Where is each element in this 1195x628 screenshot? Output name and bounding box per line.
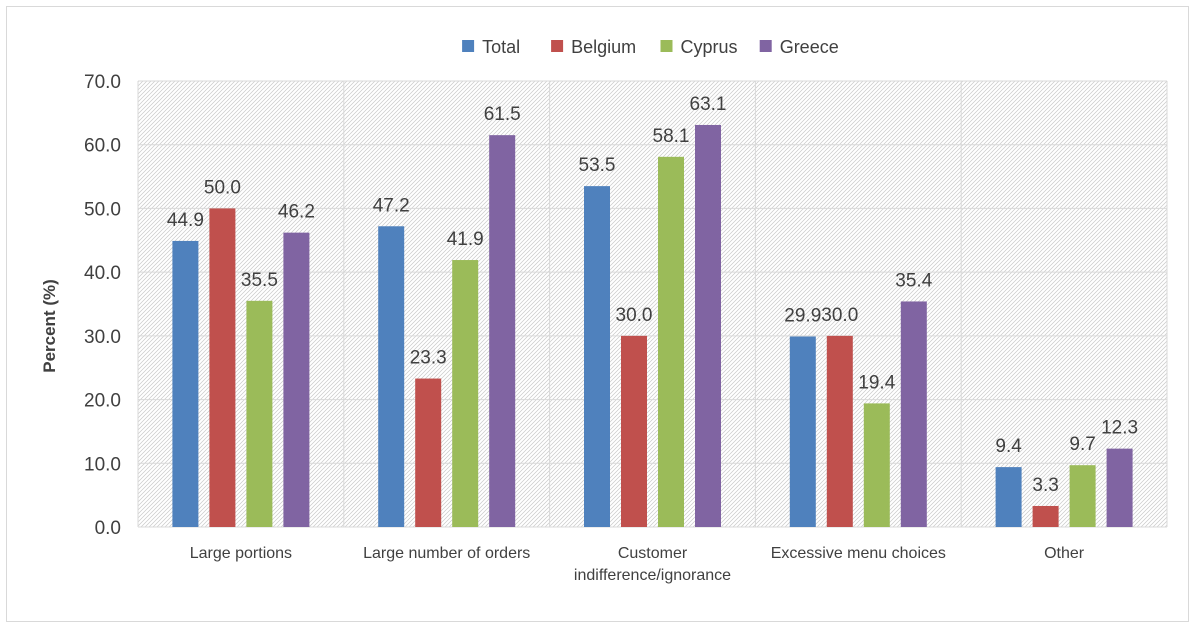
legend-swatch-greece	[759, 40, 772, 52]
bar-total	[995, 467, 1022, 527]
legend: Total Belgium Cyprus Greece	[462, 37, 839, 57]
y-tick-label: 60.0	[84, 136, 121, 157]
data-label: 46.2	[278, 202, 315, 223]
bar-belgium	[826, 335, 853, 527]
legend-label-cyprus: Cyprus	[681, 37, 738, 57]
bar-greece	[283, 232, 310, 527]
y-tick-label: 0.0	[95, 518, 121, 539]
data-label: 44.9	[167, 210, 204, 231]
data-label: 12.3	[1101, 418, 1138, 439]
data-label: 9.4	[995, 436, 1022, 457]
data-label: 53.5	[579, 155, 616, 176]
gridlines	[137, 80, 1168, 528]
data-label: 19.4	[858, 372, 895, 393]
legend-swatch-total	[462, 40, 475, 52]
data-label: 35.4	[895, 270, 932, 291]
bar-belgium	[621, 335, 647, 527]
bar-belgium	[1032, 505, 1059, 527]
legend-label-belgium: Belgium	[571, 37, 636, 57]
data-label: 47.2	[373, 195, 410, 216]
bar-total	[584, 186, 610, 527]
bar-total	[378, 226, 405, 528]
data-labels: 44.9 47.2 53.5 29.9 9.4 50.0 23.3 30.0 30.0 3.3 35…	[167, 94, 1138, 496]
data-label: 61.5	[484, 104, 521, 125]
bar-cyprus	[658, 156, 684, 527]
bar-cyprus	[246, 300, 273, 527]
y-tick-label: 20.0	[84, 391, 121, 412]
data-label: 50.0	[204, 177, 241, 198]
y-tick-label: 70.0	[84, 72, 121, 93]
bar-greece	[1106, 448, 1133, 527]
bar-total	[172, 240, 199, 527]
plot-area	[138, 81, 1167, 527]
bar-belgium	[209, 208, 236, 527]
legend-swatch-belgium	[551, 40, 564, 52]
x-category-label: Large number of orders	[363, 545, 530, 562]
x-category-label: indifference/ignorance	[574, 567, 731, 584]
bar-greece	[900, 301, 927, 527]
bar-cyprus	[1069, 465, 1096, 527]
x-category-label: Customer	[618, 545, 688, 562]
bar-cyprus	[863, 403, 890, 527]
legend-swatch-cyprus	[660, 40, 673, 52]
legend-label-greece: Greece	[780, 37, 839, 57]
y-tick-label: 30.0	[84, 327, 121, 348]
bar-belgium	[415, 378, 442, 527]
x-category-label: Excessive menu choices	[771, 545, 946, 562]
bar-total	[789, 336, 816, 527]
bar-greece	[695, 124, 721, 527]
bars	[172, 124, 1133, 528]
y-axis-title: Percent (%)	[40, 279, 59, 373]
data-label: 41.9	[447, 229, 484, 250]
data-label: 58.1	[653, 126, 690, 147]
y-tick-label: 10.0	[84, 454, 121, 475]
y-tick-label: 40.0	[84, 263, 121, 284]
y-axis-ticks: 0.0 10.0 20.0 30.0 40.0 50.0 60.0 70.0	[84, 72, 121, 539]
x-category-label: Large portions	[190, 545, 292, 562]
data-label: 35.5	[241, 270, 278, 291]
x-category-label: Other	[1044, 545, 1085, 562]
y-tick-label: 50.0	[84, 199, 121, 220]
data-label: 9.7	[1069, 434, 1095, 455]
data-label: 29.9	[784, 305, 821, 326]
bar-cyprus	[452, 260, 479, 527]
data-label: 63.1	[690, 94, 727, 115]
data-label: 30.0	[616, 305, 653, 326]
x-axis-labels: Large portions Large number of orders Cust…	[190, 545, 1085, 584]
data-label: 23.3	[410, 348, 447, 369]
bar-greece	[489, 135, 516, 527]
data-label: 3.3	[1032, 475, 1058, 496]
data-label: 30.0	[821, 305, 858, 326]
legend-label-total: Total	[482, 37, 520, 57]
